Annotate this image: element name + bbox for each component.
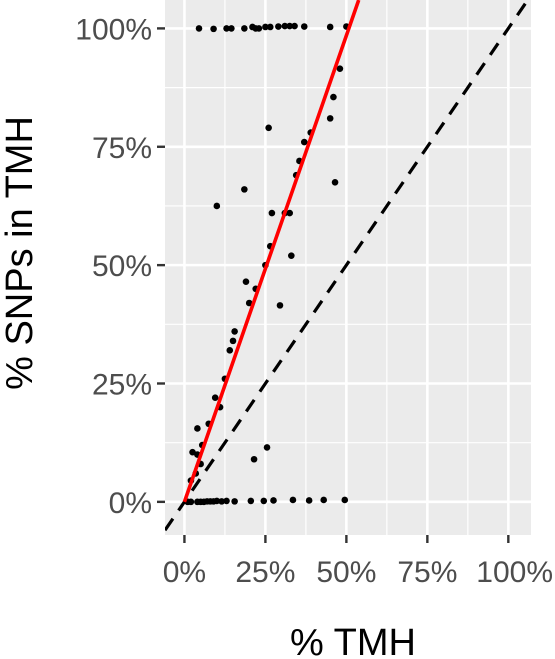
x-tick-label-1: 25% <box>235 556 295 589</box>
data-point-31 <box>270 497 277 504</box>
data-point-1 <box>210 25 217 33</box>
x-tick-label-3: 75% <box>397 556 457 589</box>
data-point-10 <box>275 23 282 30</box>
x-axis-title: % TMH <box>290 622 416 659</box>
data-point-26 <box>218 498 225 505</box>
data-point-40 <box>194 425 201 432</box>
data-point-72 <box>331 178 339 186</box>
data-point-49 <box>231 328 238 335</box>
data-point-12 <box>286 22 293 30</box>
data-point-71 <box>336 65 344 72</box>
data-point-27 <box>223 497 230 505</box>
data-point-60 <box>286 209 293 217</box>
data-point-4 <box>241 25 248 32</box>
data-point-69 <box>326 115 334 122</box>
reference-line-group <box>165 0 530 532</box>
data-point-55 <box>263 444 271 451</box>
data-point-9 <box>266 23 274 31</box>
data-point-67 <box>241 186 248 193</box>
fit-line-group <box>182 0 361 503</box>
x-axis: 0% 25% 50% 75% 100% <box>163 535 553 589</box>
data-point-14 <box>300 23 308 30</box>
data-point-44 <box>211 394 219 401</box>
data-point-33 <box>305 497 313 504</box>
data-point-61 <box>288 252 295 259</box>
data-point-15 <box>326 23 334 31</box>
fit-line <box>182 0 361 503</box>
data-point-25 <box>213 497 221 505</box>
data-point-34 <box>320 496 328 504</box>
y-axis: 0% 25% 50% 75% 100% <box>75 13 165 520</box>
data-point-11 <box>281 22 289 30</box>
data-point-64 <box>300 138 308 146</box>
y-tick-label-2: 50% <box>92 250 152 283</box>
y-tick-label-1: 25% <box>92 368 152 401</box>
y-tick-label-0: 0% <box>109 487 152 520</box>
x-tick-label-0: 0% <box>163 556 206 589</box>
data-point-8 <box>262 23 269 31</box>
y-tick-label-3: 75% <box>92 132 152 165</box>
data-point-32 <box>289 496 297 504</box>
data-point-68 <box>265 124 272 132</box>
x-tick-label-4: 100% <box>476 556 553 589</box>
data-point-57 <box>268 209 276 217</box>
data-point-18 <box>187 498 195 506</box>
data-point-2 <box>223 25 230 32</box>
data-point-48 <box>229 337 237 345</box>
data-point-0 <box>195 25 203 32</box>
data-point-50 <box>242 278 250 286</box>
data-point-13 <box>291 22 298 30</box>
data-point-70 <box>330 93 337 101</box>
x-tick-label-2: 50% <box>316 556 376 589</box>
data-point-7 <box>255 25 263 32</box>
y-axis-title: % SNPs in TMH <box>0 116 41 390</box>
data-point-28 <box>231 498 238 505</box>
data-point-35 <box>341 496 349 504</box>
data-point-58 <box>276 302 284 309</box>
data-point-29 <box>247 497 255 505</box>
data-point-30 <box>260 497 268 505</box>
data-point-52 <box>250 455 258 463</box>
plot-panel <box>165 0 531 535</box>
reference-line <box>165 0 530 532</box>
data-point-3 <box>228 25 235 32</box>
data-point-66 <box>213 202 221 210</box>
data-point-47 <box>226 347 234 354</box>
data-point-51 <box>245 299 253 307</box>
y-tick-label-4: 100% <box>75 13 152 46</box>
